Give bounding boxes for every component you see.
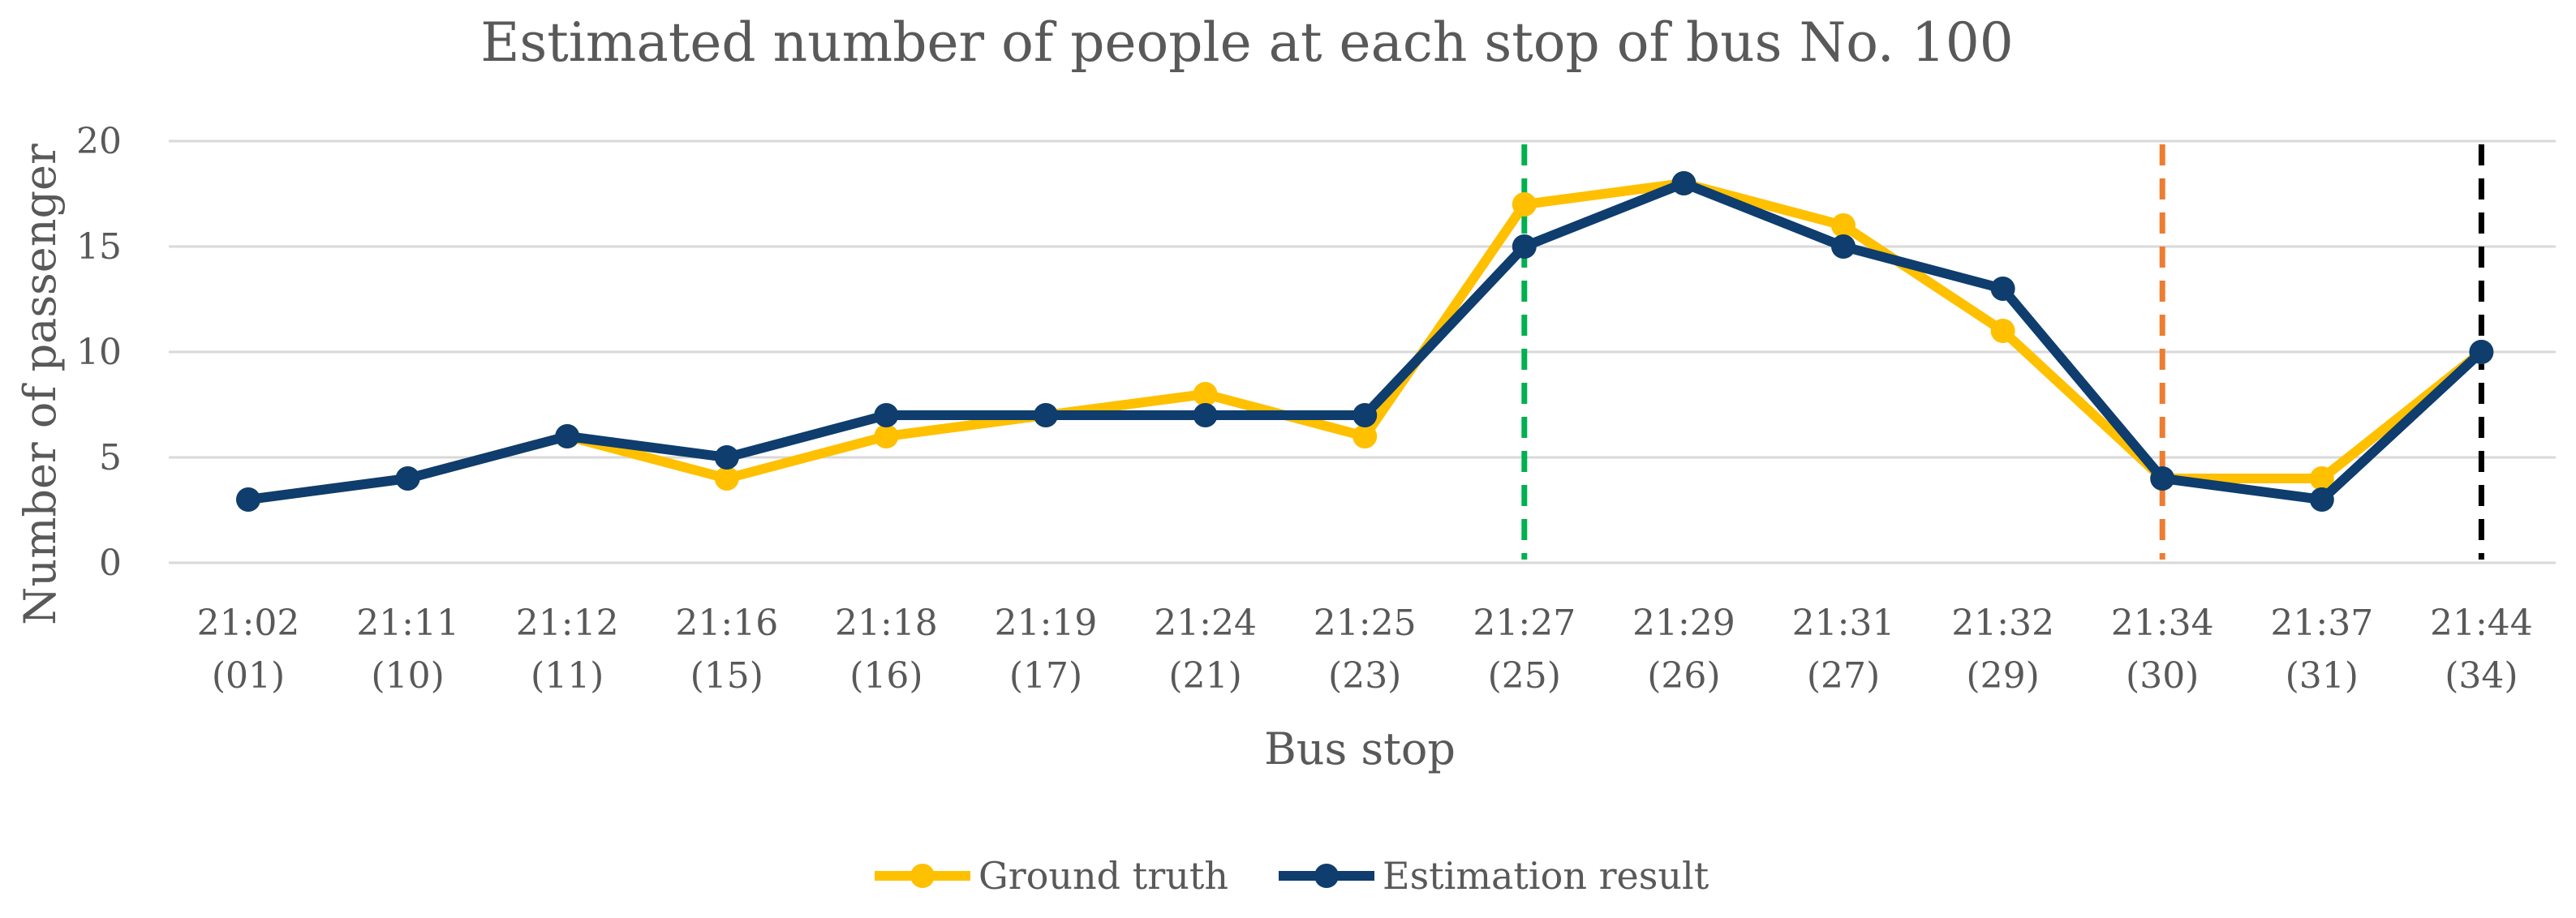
data-point xyxy=(2309,487,2334,512)
data-point xyxy=(395,466,420,491)
y-tick-label: 5 xyxy=(99,437,122,478)
data-point xyxy=(1990,277,2015,301)
x-tick-stop: (11) xyxy=(531,655,604,697)
data-point xyxy=(2309,466,2334,491)
x-tick-time: 21:18 xyxy=(835,603,938,644)
data-point xyxy=(1831,213,1856,238)
series-1 xyxy=(236,171,2494,512)
x-tick-stop: (31) xyxy=(2286,655,2359,697)
x-tick-stop: (01) xyxy=(212,655,285,697)
y-tick-label: 0 xyxy=(99,543,122,584)
x-tick-stop: (29) xyxy=(1966,655,2039,697)
x-tick-stop: (21) xyxy=(1168,655,1241,697)
x-tick-time: 21:11 xyxy=(356,603,459,644)
gridlines xyxy=(169,139,2556,564)
data-point xyxy=(1353,403,1378,427)
x-tick-time: 21:25 xyxy=(1314,603,1417,644)
y-tick-labels: 0 5 10 15 20 xyxy=(76,121,122,584)
x-tick-labels: 21:02 (01) 21:11 (10) 21:12 (11) 21:16 (15) 21:1… xyxy=(197,603,2533,697)
data-point xyxy=(2469,340,2494,364)
x-tick-stop: (16) xyxy=(849,655,922,697)
y-tick-label: 10 xyxy=(76,332,122,373)
data-point xyxy=(1990,319,2015,343)
x-tick-time: 21:02 xyxy=(197,603,300,644)
y-tick-label: 15 xyxy=(76,226,122,268)
series-0 xyxy=(236,171,2494,512)
x-tick-time: 21:44 xyxy=(2430,603,2533,644)
x-tick-time: 21:34 xyxy=(2111,603,2214,644)
data-point xyxy=(874,424,899,448)
data-point xyxy=(1034,403,1058,427)
data-point xyxy=(236,487,260,512)
data-point xyxy=(714,445,739,470)
x-tick-stop: (17) xyxy=(1009,655,1082,697)
y-axis-title: Number of passenger xyxy=(15,144,66,625)
x-tick-time: 21:16 xyxy=(675,603,778,644)
x-axis-title: Bus stop xyxy=(1264,723,1456,774)
series-lines xyxy=(236,171,2494,512)
data-point xyxy=(1671,171,1697,195)
x-tick-time: 21:12 xyxy=(516,603,619,644)
y-tick-label: 20 xyxy=(76,121,122,162)
x-tick-stop: (34) xyxy=(2445,655,2518,697)
x-tick-time: 21:31 xyxy=(1792,603,1895,644)
x-tick-stop: (25) xyxy=(1488,655,1561,697)
data-point xyxy=(1831,234,1856,259)
data-point xyxy=(555,424,580,448)
x-tick-stop: (30) xyxy=(2126,655,2199,697)
x-tick-time: 21:24 xyxy=(1154,603,1257,644)
x-tick-stop: (23) xyxy=(1328,655,1401,697)
x-tick-time: 21:32 xyxy=(1951,603,2054,644)
data-point xyxy=(1193,382,1218,406)
x-tick-time: 21:19 xyxy=(995,603,1098,644)
data-point xyxy=(1193,403,1218,427)
x-tick-stop: (26) xyxy=(1647,655,1720,697)
legend-label: Estimation result xyxy=(1383,854,1709,898)
data-point xyxy=(874,403,899,427)
x-tick-stop: (10) xyxy=(371,655,444,697)
x-tick-time: 21:29 xyxy=(1632,603,1735,644)
legend-swatch-marker xyxy=(910,864,935,888)
data-point xyxy=(2150,466,2175,491)
legend-swatch-marker xyxy=(1314,864,1339,888)
legend-label: Ground truth xyxy=(978,854,1228,898)
x-tick-stop: (15) xyxy=(690,655,763,697)
data-point xyxy=(1512,234,1537,259)
x-tick-time: 21:37 xyxy=(2270,603,2373,644)
data-point xyxy=(1512,192,1537,217)
x-tick-stop: (27) xyxy=(1807,655,1880,697)
legend: Ground truth Estimation result xyxy=(875,854,1709,898)
data-point xyxy=(714,466,739,491)
chart-title: Estimated number of people at each stop … xyxy=(480,11,2014,74)
data-point xyxy=(1353,424,1378,448)
series-line xyxy=(243,178,2487,504)
x-tick-time: 21:27 xyxy=(1473,603,1576,644)
